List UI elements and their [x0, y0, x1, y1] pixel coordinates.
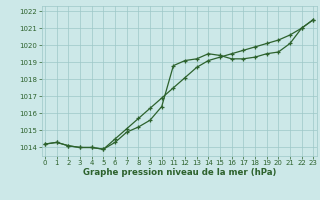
X-axis label: Graphe pression niveau de la mer (hPa): Graphe pression niveau de la mer (hPa) [83, 168, 276, 177]
